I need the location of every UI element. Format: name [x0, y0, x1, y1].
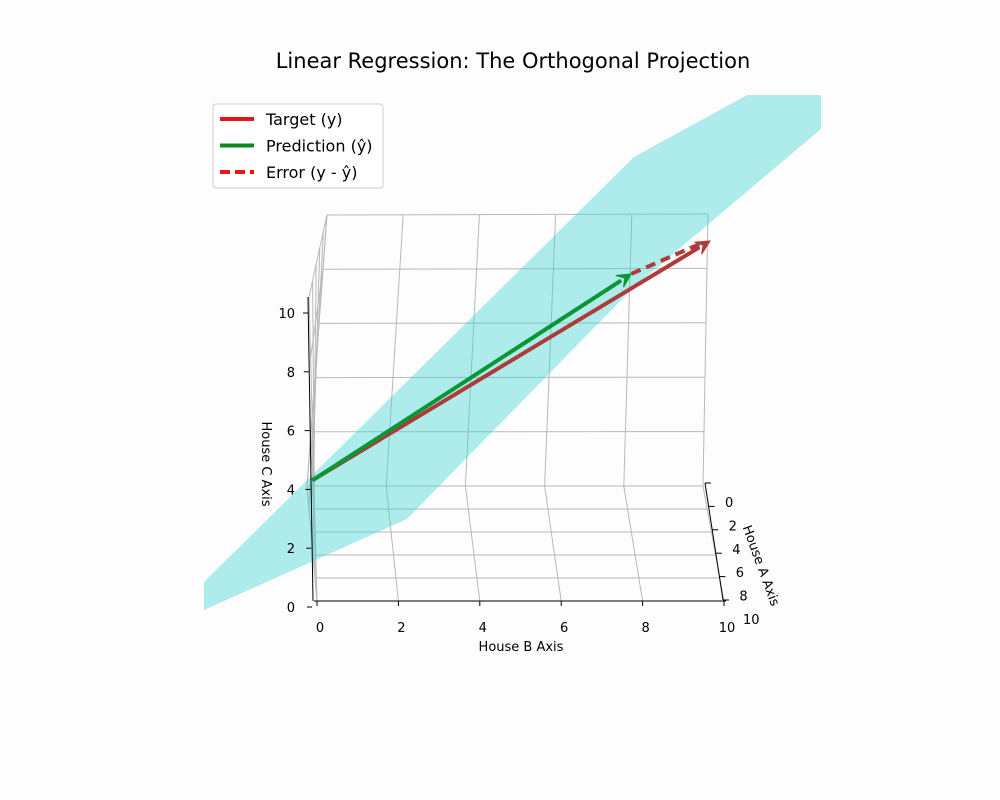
- y-tick-label: 0: [316, 621, 324, 636]
- grid-line: [308, 214, 328, 298]
- x-tick-label: 0: [725, 496, 733, 511]
- grid-line: [544, 214, 557, 487]
- grid-line: [623, 214, 633, 487]
- x-axis-line: [704, 482, 724, 601]
- x-tick-label: 2: [729, 519, 737, 534]
- y-axis-label: House B Axis: [479, 640, 564, 655]
- z-tick-label: 2: [287, 542, 295, 557]
- z-tick-label: 8: [287, 366, 295, 381]
- legend-box: [212, 103, 384, 189]
- y-tick-label: 4: [479, 621, 487, 636]
- z-tick-label: 0: [287, 601, 295, 616]
- target-vector: [311, 246, 701, 482]
- grid-line: [318, 322, 707, 324]
- legend: Target (y) Prediction (ŷ) Error (y - ŷ): [212, 103, 384, 189]
- y-tick-label: 2: [397, 621, 405, 636]
- vector-layer: [311, 240, 711, 482]
- grid-line: [464, 214, 480, 487]
- grid-line: [464, 485, 481, 602]
- grid-line: [702, 213, 709, 487]
- legend-label: Target (y): [265, 110, 343, 129]
- z-tick-label: 4: [287, 483, 295, 498]
- x-tick-label: 6: [736, 566, 744, 581]
- grid-line: [308, 296, 318, 602]
- y-tick-label: 10: [719, 621, 736, 636]
- y-tick-label: 8: [641, 621, 649, 636]
- x-tick-label: 8: [739, 590, 747, 605]
- grid-line: [385, 485, 399, 602]
- grid-line: [385, 214, 404, 487]
- z-tick-label: 10: [278, 307, 295, 322]
- grid-line: [308, 231, 324, 510]
- grid-line: [623, 485, 644, 602]
- legend-label: Error (y - ŷ): [266, 163, 357, 182]
- x-tick-label: 4: [732, 543, 740, 558]
- axis-layer: 0 2 4 6 8 10 0 2 4 6 8 10 0 2 4 6 8 10: [278, 296, 760, 636]
- prediction-vector-head: [615, 273, 633, 288]
- grid-line: [544, 485, 562, 602]
- x-tick-label: 10: [743, 613, 760, 628]
- z-tick-label: 6: [287, 425, 295, 440]
- z-axis-label: House C Axis: [258, 421, 273, 506]
- grid-line: [322, 267, 708, 270]
- prediction-vector: [311, 279, 622, 482]
- target-vector-head: [694, 240, 711, 255]
- z-axis-line: [307, 296, 314, 602]
- y-tick-label: 6: [560, 621, 568, 636]
- legend-label: Prediction (ŷ): [266, 137, 373, 156]
- grid-line: [326, 213, 709, 216]
- error-line: [630, 241, 703, 276]
- chart-title: Linear Regression: The Orthogonal Projec…: [276, 49, 751, 73]
